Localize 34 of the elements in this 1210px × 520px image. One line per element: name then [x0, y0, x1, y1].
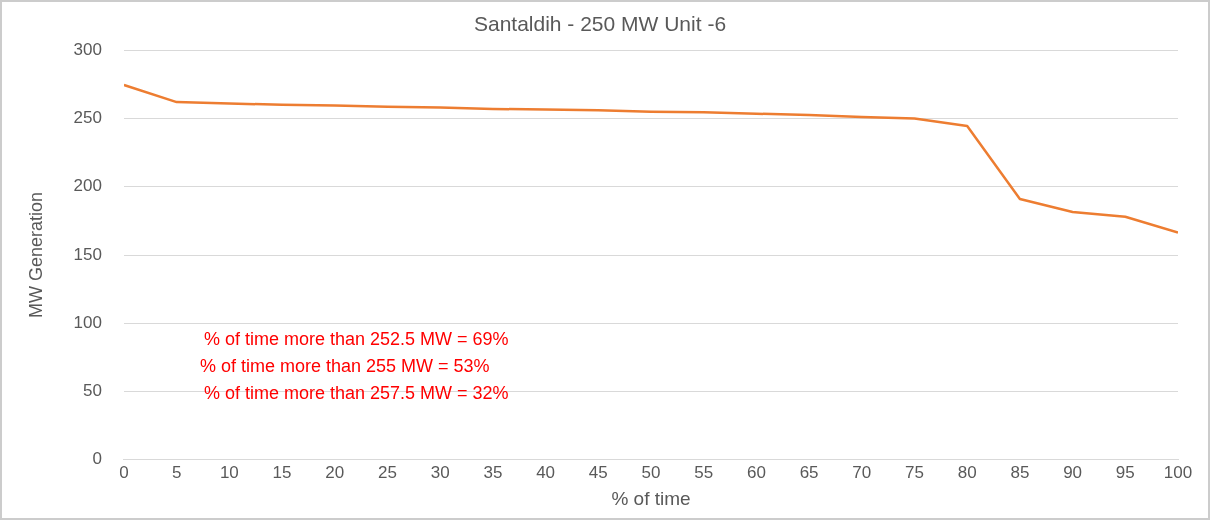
- annotation: % of time more than 255 MW = 53%: [199, 356, 490, 377]
- x-tick-label: 5: [171, 462, 182, 482]
- x-tick-label: 45: [588, 462, 608, 482]
- x-tick-label: 80: [957, 462, 977, 482]
- x-tick-label: 30: [430, 462, 450, 482]
- x-tick-label: 65: [799, 462, 819, 482]
- y-tick-label: 50: [83, 381, 102, 401]
- x-tick-label: 70: [852, 462, 872, 482]
- x-tick-label: 10: [219, 462, 239, 482]
- y-tick-label: 300: [73, 39, 102, 59]
- y-tick-label: 150: [73, 244, 102, 264]
- x-tick-label: 95: [1115, 462, 1135, 482]
- x-tick-label: 20: [325, 462, 345, 482]
- x-tick-label: 100: [1163, 462, 1193, 482]
- x-tick-label: 0: [119, 462, 129, 482]
- annotation: % of time more than 252.5 MW = 69%: [203, 329, 509, 350]
- x-axis-title: % of time: [611, 487, 691, 509]
- annotation: % of time more than 257.5 MW = 32%: [203, 383, 509, 404]
- y-tick-label: 100: [73, 312, 102, 332]
- y-tick-label: 0: [92, 449, 102, 469]
- x-tick-label: 50: [641, 462, 661, 482]
- x-tick-label: 40: [536, 462, 556, 482]
- chart-title: Santaldih - 250 MW Unit -6: [473, 12, 727, 36]
- x-tick-label: 75: [905, 462, 924, 482]
- x-tick-label: 85: [1010, 462, 1030, 482]
- x-tick-label: 55: [694, 462, 714, 482]
- x-tick-label: 25: [378, 462, 397, 482]
- x-tick-label: 90: [1063, 462, 1083, 482]
- x-tick-label: 35: [483, 462, 503, 482]
- y-tick-label: 200: [73, 176, 102, 196]
- y-axis-title: MW Generation: [25, 191, 46, 319]
- x-tick-label: 15: [272, 462, 292, 482]
- x-tick-label: 60: [746, 462, 766, 482]
- y-tick-label: 250: [73, 108, 102, 128]
